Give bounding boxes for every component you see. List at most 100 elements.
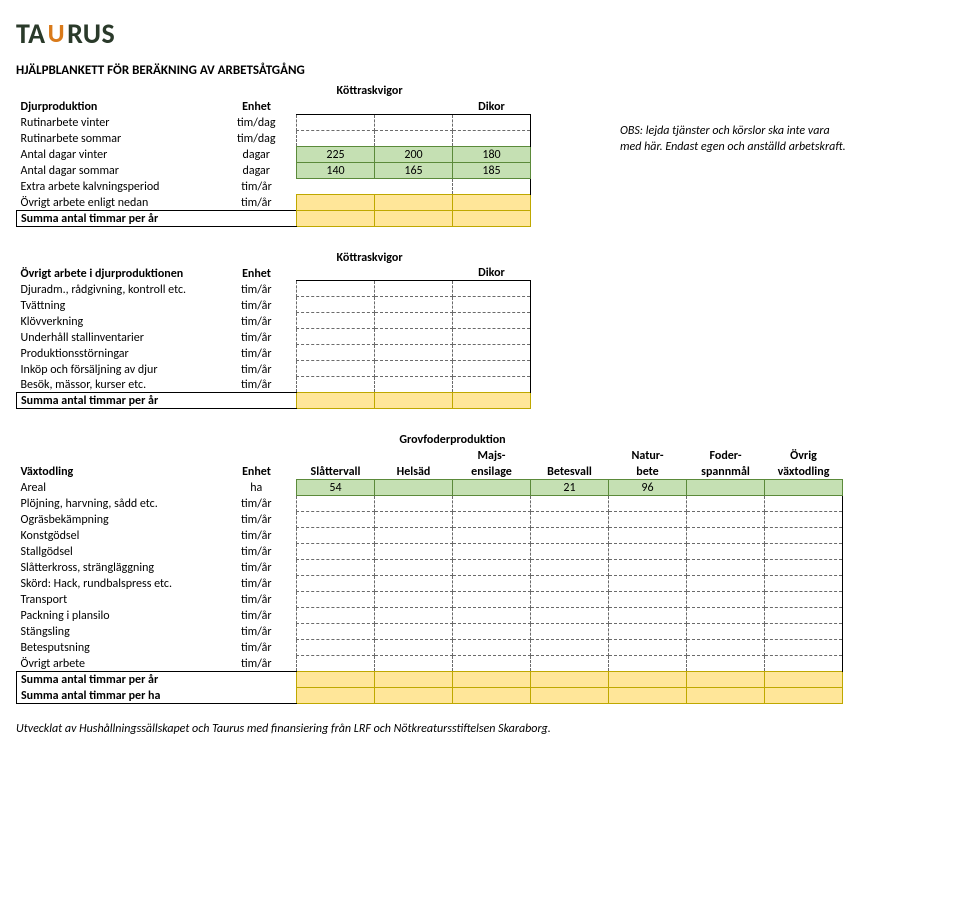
data-cell[interactable]: [453, 194, 531, 210]
data-cell[interactable]: [531, 671, 609, 687]
data-cell[interactable]: [765, 559, 843, 575]
data-cell[interactable]: [297, 130, 375, 146]
data-cell[interactable]: [375, 607, 453, 623]
data-cell[interactable]: [375, 511, 453, 527]
data-cell[interactable]: [375, 130, 453, 146]
data-cell[interactable]: [375, 281, 453, 297]
data-cell[interactable]: [765, 607, 843, 623]
data-cell[interactable]: [375, 479, 453, 495]
data-cell[interactable]: [297, 393, 375, 409]
data-cell[interactable]: [453, 671, 531, 687]
data-cell[interactable]: 200: [375, 146, 453, 162]
data-cell[interactable]: [375, 329, 453, 345]
data-cell[interactable]: [609, 543, 687, 559]
data-cell[interactable]: [531, 543, 609, 559]
data-cell[interactable]: [609, 655, 687, 671]
data-cell[interactable]: [609, 639, 687, 655]
data-cell[interactable]: [453, 114, 531, 130]
data-cell[interactable]: [765, 511, 843, 527]
data-cell[interactable]: [765, 527, 843, 543]
data-cell[interactable]: [531, 527, 609, 543]
data-cell[interactable]: [453, 377, 531, 393]
data-cell[interactable]: [297, 575, 375, 591]
data-cell[interactable]: [453, 281, 531, 297]
data-cell[interactable]: [297, 559, 375, 575]
data-cell[interactable]: [531, 655, 609, 671]
data-cell[interactable]: [687, 527, 765, 543]
data-cell[interactable]: [531, 623, 609, 639]
data-cell[interactable]: [375, 210, 453, 226]
data-cell[interactable]: [453, 527, 531, 543]
data-cell[interactable]: [375, 591, 453, 607]
data-cell[interactable]: [531, 607, 609, 623]
data-cell[interactable]: [765, 479, 843, 495]
data-cell[interactable]: [453, 329, 531, 345]
data-cell[interactable]: [687, 495, 765, 511]
data-cell[interactable]: [687, 607, 765, 623]
data-cell[interactable]: [453, 591, 531, 607]
data-cell[interactable]: [375, 377, 453, 393]
data-cell[interactable]: [297, 329, 375, 345]
data-cell[interactable]: [765, 495, 843, 511]
data-cell[interactable]: [531, 639, 609, 655]
data-cell[interactable]: [453, 313, 531, 329]
data-cell[interactable]: [297, 281, 375, 297]
data-cell[interactable]: [297, 543, 375, 559]
data-cell[interactable]: [453, 543, 531, 559]
data-cell[interactable]: [297, 345, 375, 361]
data-cell[interactable]: [687, 559, 765, 575]
data-cell[interactable]: [609, 591, 687, 607]
data-cell[interactable]: [375, 313, 453, 329]
data-cell[interactable]: [453, 623, 531, 639]
data-cell[interactable]: 180: [453, 146, 531, 162]
data-cell[interactable]: [609, 607, 687, 623]
data-cell[interactable]: [453, 393, 531, 409]
data-cell[interactable]: [687, 655, 765, 671]
data-cell[interactable]: [453, 297, 531, 313]
data-cell[interactable]: 96: [609, 479, 687, 495]
data-cell[interactable]: [687, 479, 765, 495]
data-cell[interactable]: [375, 671, 453, 687]
data-cell[interactable]: [453, 655, 531, 671]
data-cell[interactable]: [453, 687, 531, 703]
data-cell[interactable]: [297, 313, 375, 329]
data-cell[interactable]: [609, 623, 687, 639]
data-cell[interactable]: [765, 575, 843, 591]
data-cell[interactable]: [375, 297, 453, 313]
data-cell[interactable]: [297, 623, 375, 639]
data-cell[interactable]: 165: [375, 162, 453, 178]
data-cell[interactable]: [375, 559, 453, 575]
data-cell[interactable]: [375, 623, 453, 639]
data-cell[interactable]: [297, 671, 375, 687]
data-cell[interactable]: [765, 639, 843, 655]
data-cell[interactable]: [531, 591, 609, 607]
data-cell[interactable]: 225: [297, 146, 375, 162]
data-cell[interactable]: [453, 639, 531, 655]
data-cell[interactable]: [375, 114, 453, 130]
data-cell[interactable]: [765, 623, 843, 639]
data-cell[interactable]: 54: [297, 479, 375, 495]
data-cell[interactable]: [453, 345, 531, 361]
data-cell[interactable]: [531, 575, 609, 591]
data-cell[interactable]: [297, 361, 375, 377]
data-cell[interactable]: [453, 575, 531, 591]
data-cell[interactable]: [375, 543, 453, 559]
data-cell[interactable]: [531, 559, 609, 575]
data-cell[interactable]: [765, 591, 843, 607]
data-cell[interactable]: [531, 687, 609, 703]
data-cell[interactable]: [297, 377, 375, 393]
data-cell[interactable]: [375, 527, 453, 543]
data-cell[interactable]: [609, 511, 687, 527]
data-cell[interactable]: [375, 495, 453, 511]
data-cell[interactable]: [453, 130, 531, 146]
data-cell[interactable]: [609, 575, 687, 591]
data-cell[interactable]: [297, 194, 375, 210]
data-cell[interactable]: [531, 495, 609, 511]
data-cell[interactable]: [687, 511, 765, 527]
data-cell[interactable]: 140: [297, 162, 375, 178]
data-cell[interactable]: [609, 559, 687, 575]
data-cell[interactable]: [765, 671, 843, 687]
data-cell[interactable]: [297, 527, 375, 543]
data-cell[interactable]: [453, 607, 531, 623]
data-cell[interactable]: 21: [531, 479, 609, 495]
